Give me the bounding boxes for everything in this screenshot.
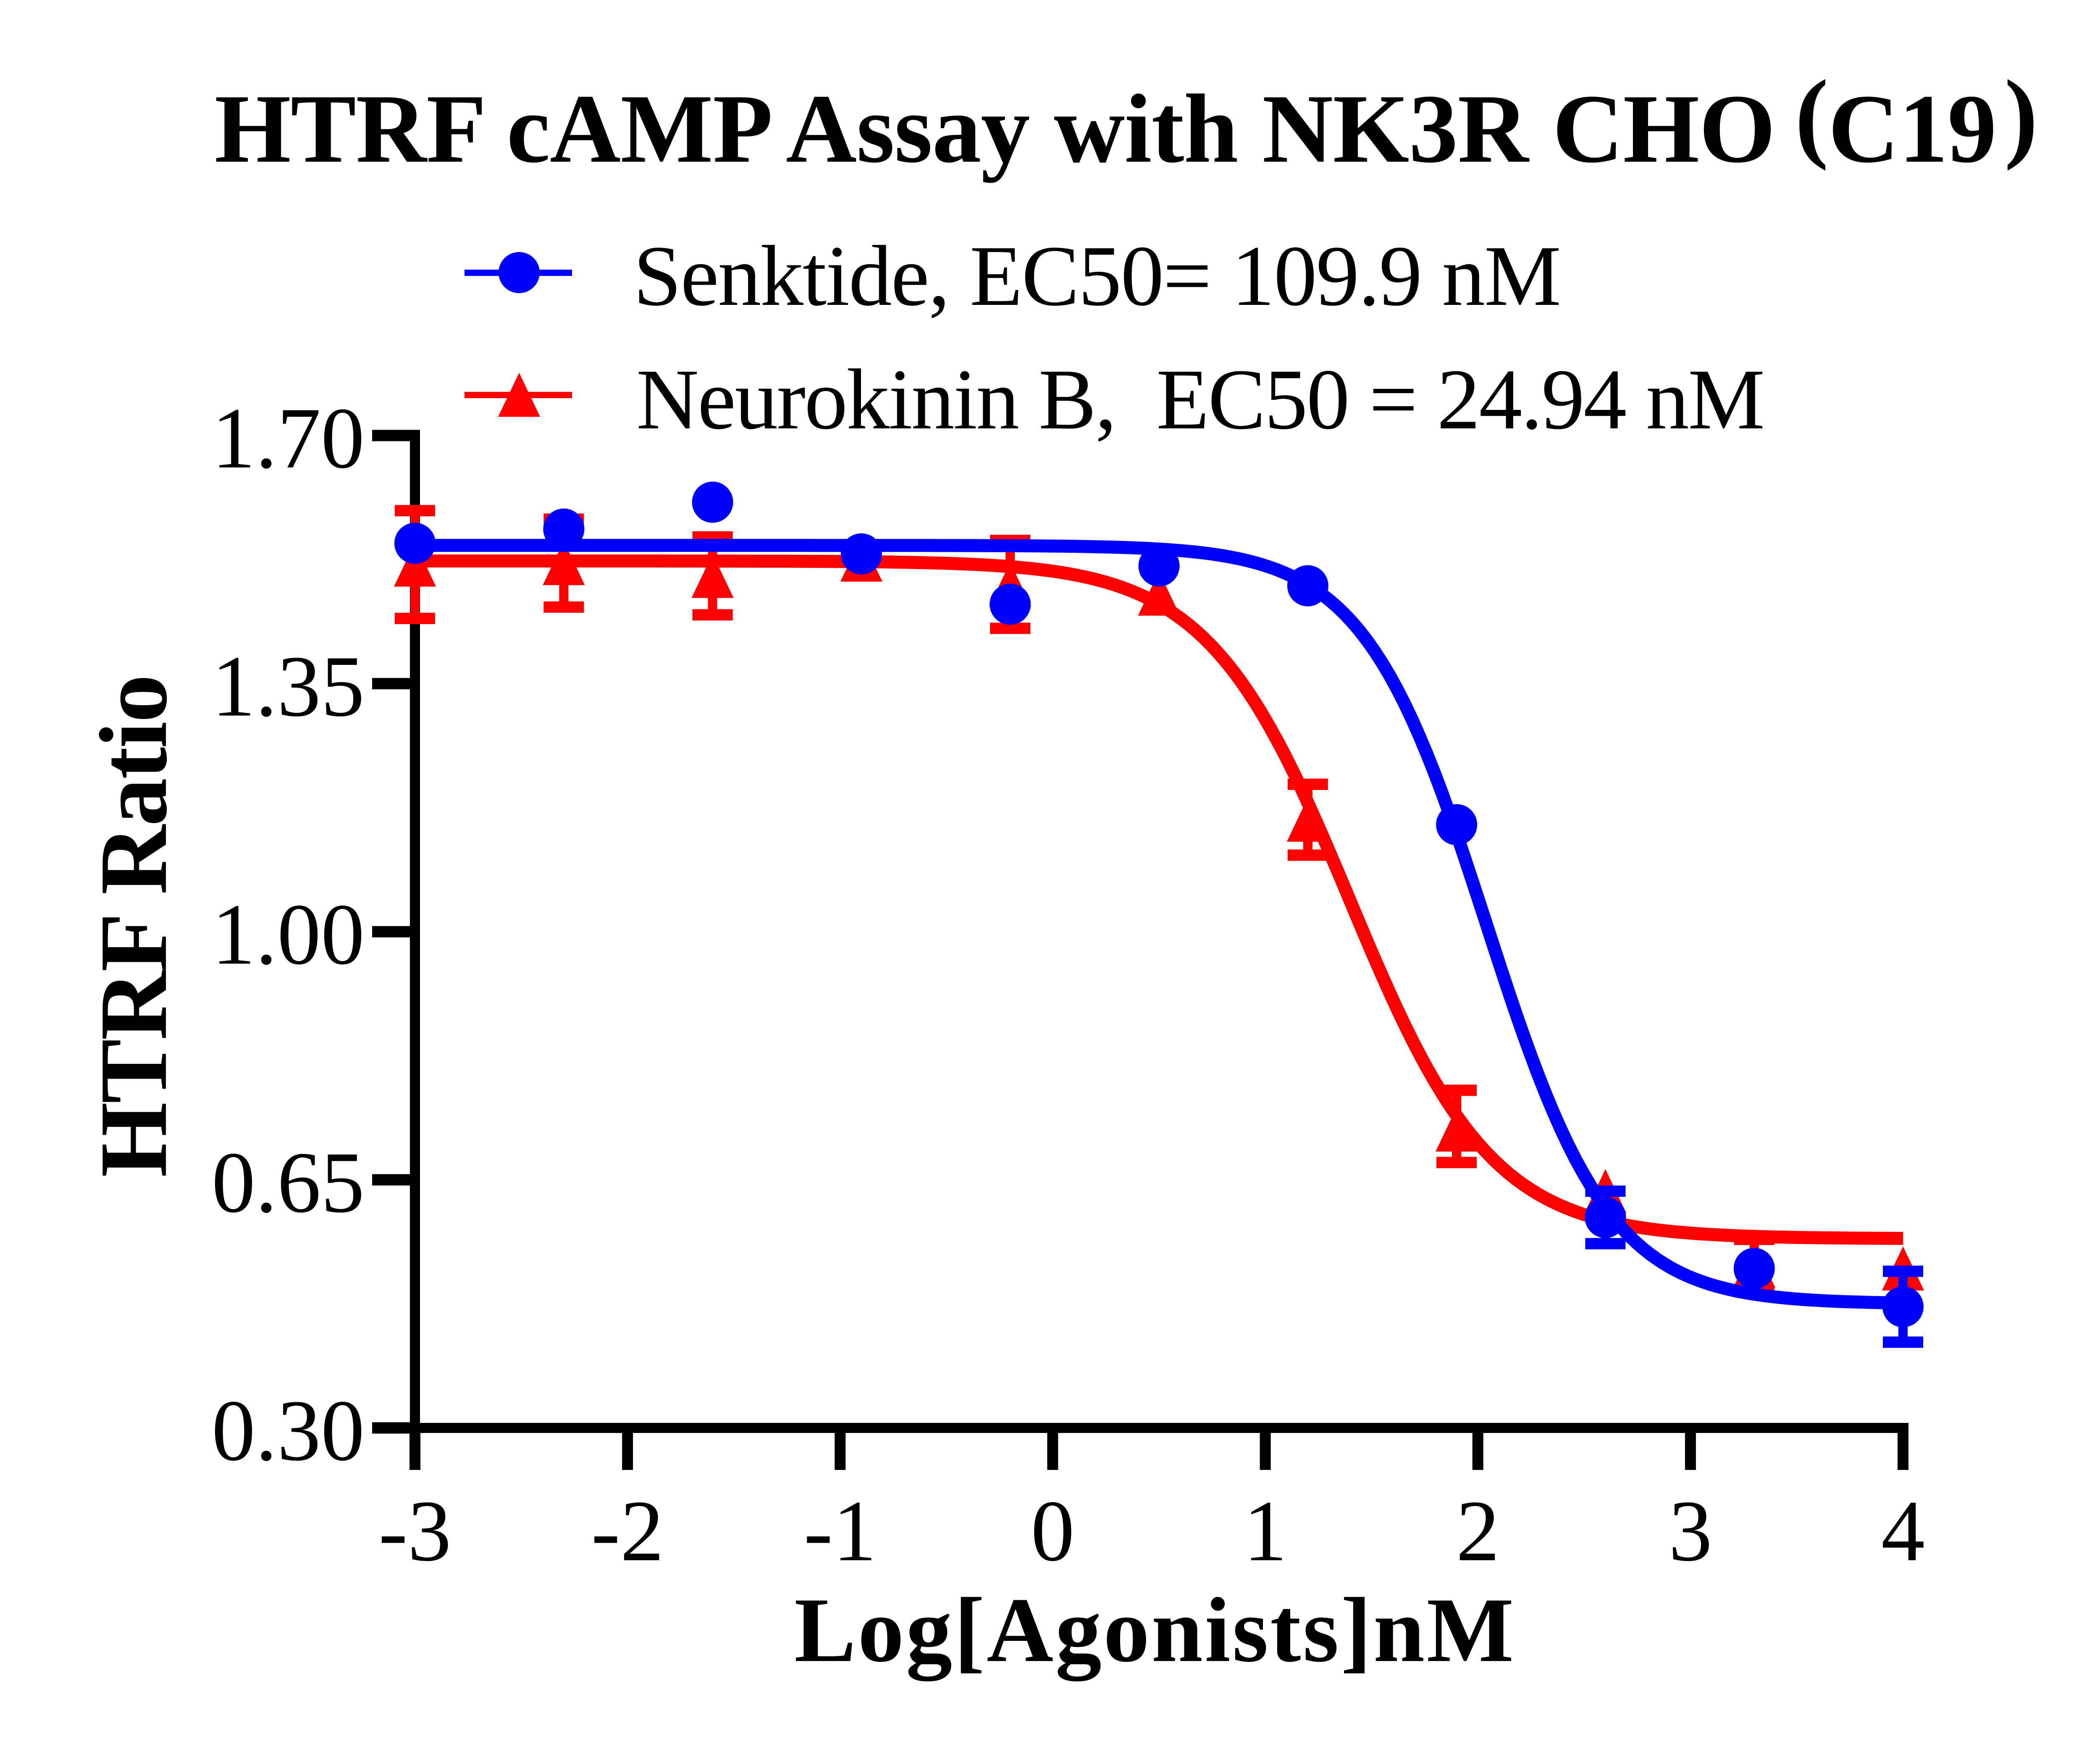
- svg-text:-1: -1: [804, 1483, 877, 1579]
- svg-text:0.65: 0.65: [212, 1134, 365, 1231]
- svg-text:1.00: 1.00: [212, 886, 365, 983]
- svg-text:Senktide, EC50= 109.9 nM: Senktide, EC50= 109.9 nM: [633, 228, 1560, 324]
- svg-text:-2: -2: [591, 1483, 664, 1579]
- svg-text:3: 3: [1669, 1483, 1712, 1579]
- svg-text:0.30: 0.30: [212, 1382, 365, 1479]
- svg-text:2: 2: [1456, 1483, 1500, 1579]
- svg-text:Log[Agonists]nM: Log[Agonists]nM: [794, 1579, 1516, 1682]
- svg-text:-3: -3: [378, 1483, 451, 1579]
- svg-text:4: 4: [1881, 1483, 1925, 1579]
- svg-text:1.35: 1.35: [212, 638, 365, 735]
- svg-text:1: 1: [1244, 1483, 1287, 1579]
- svg-text:HTRF Ratio: HTRF Ratio: [80, 676, 187, 1177]
- svg-text:0: 0: [1031, 1483, 1074, 1579]
- svg-text:HTRF cAMP Assay with NK3R CHO: HTRF cAMP Assay with NK3R CHO (C19 ): [215, 59, 2037, 183]
- svg-text:1.70: 1.70: [212, 390, 365, 486]
- svg-text:Neurokinin B, EC50 = 24.94 nM: Neurokinin B, EC50 = 24.94 nM: [636, 351, 1764, 447]
